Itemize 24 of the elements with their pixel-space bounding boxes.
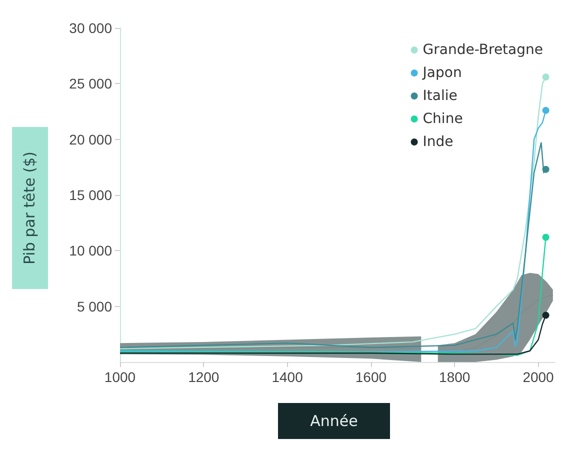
legend-label: Inde <box>422 134 454 150</box>
legend-label: Japon <box>422 65 462 81</box>
legend-label: Italie <box>422 88 458 104</box>
point <box>542 106 550 114</box>
x-tick-label: 1400 <box>272 369 304 385</box>
y-tick-label: 20 000 <box>69 131 112 148</box>
x-tick-label: 2000 <box>522 369 554 385</box>
y-tick-label: 15 000 <box>69 187 112 203</box>
x-tick-label: 1200 <box>188 369 220 385</box>
legend-label: Grande-Bretagne <box>422 42 543 58</box>
y-tick-label: 5 000 <box>76 298 112 314</box>
y-tick-label: 10 000 <box>69 242 112 259</box>
point <box>542 166 550 173</box>
x-tick-label: 1800 <box>439 369 470 385</box>
x-axis-title: Année <box>278 403 390 439</box>
legend-label: Chine <box>422 111 463 127</box>
x-tick-label: 1000 <box>104 369 136 385</box>
point <box>542 73 550 80</box>
y-axis-title: Pib par tête ($) <box>21 151 39 265</box>
y-tick-label: 25 000 <box>69 76 112 92</box>
y-tick-label: 30 000 <box>69 20 112 36</box>
x-tick-label: 1600 <box>355 369 387 385</box>
point <box>542 312 550 319</box>
point <box>542 234 550 241</box>
